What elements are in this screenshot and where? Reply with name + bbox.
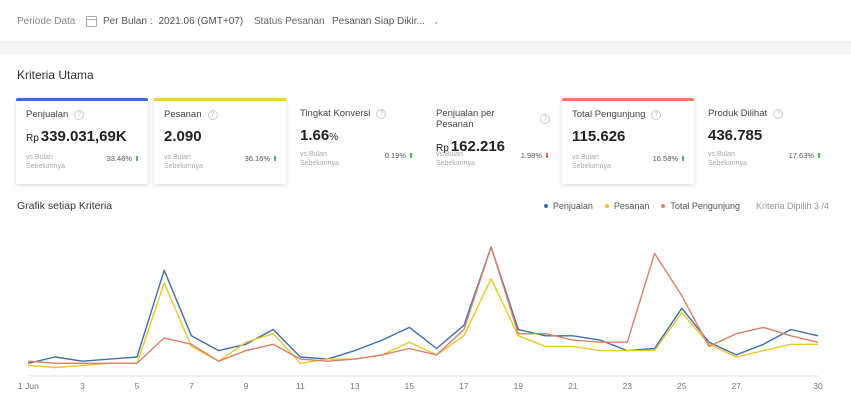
series-line-penjualan[interactable]	[27, 246, 819, 364]
x-tick-label: 13	[350, 381, 360, 391]
arrow-up-icon: ⬆	[408, 153, 414, 160]
legend-label: Pesanan	[613, 201, 650, 211]
legend-label: Total Pengunjung	[670, 201, 740, 211]
legend-item-penjualan[interactable]: Penjualan	[543, 201, 593, 211]
metric-value: 436.785	[708, 127, 763, 144]
calendar-icon	[86, 15, 97, 27]
metric-compare: vs Bulan Sebelumnya	[26, 154, 65, 170]
x-tick-label: 3	[80, 381, 85, 391]
metric-cards: Penjualan? Rp 339.031,69K vs Bulan Sebelu…	[16, 98, 830, 184]
metric-change: 16.58%	[652, 154, 679, 163]
x-tick-label: 23	[623, 381, 633, 391]
metric-value: 339.031,69K	[40, 128, 127, 145]
metric-name: Produk Dilihat	[708, 108, 768, 119]
metric-card-penjualan-per-pesanan[interactable]: Penjualan per Pesanan? Rp 162.216 vs Bula…	[426, 98, 558, 184]
period-label: Periode Data	[17, 16, 76, 27]
chevron-down-icon: ⌄	[432, 16, 440, 26]
arrow-down-icon: ⬇	[544, 153, 550, 160]
order-status-value: Pesanan Siap Dikir...	[332, 15, 425, 27]
help-icon[interactable]: ?	[773, 108, 784, 119]
arrow-up-icon: ⬆	[680, 156, 686, 163]
help-icon[interactable]: ?	[207, 109, 218, 120]
help-icon[interactable]: ?	[540, 114, 550, 124]
metric-compare: vs Bulan Sebelumnya	[164, 154, 203, 170]
metric-value: 162.216	[450, 138, 506, 155]
metric-value: 2.090	[164, 128, 202, 145]
filter-bar: Periode Data Per Bulan : 2021.06 (GMT+07…	[0, 0, 851, 43]
metric-name: Pesanan	[164, 109, 202, 120]
metric-currency: Rp	[436, 143, 449, 154]
metric-change: 33.46%	[106, 154, 133, 163]
metric-change: 1.98%	[520, 151, 543, 160]
metric-card-total-pengunjung[interactable]: Total Pengunjung? 115.626 vs Bulan Sebel…	[562, 98, 694, 184]
selected-criteria-note: Kriteria Dipilih 3 /4	[755, 201, 829, 211]
legend-label: Penjualan	[552, 201, 593, 211]
arrow-up-icon: ⬆	[272, 156, 278, 163]
x-tick-label: 7	[189, 381, 194, 391]
x-tick-label: 25	[677, 381, 687, 391]
line-chart: 1 Jun 3 5 7 9 11 13 15 17 19 21 23 25 27 30	[18, 246, 823, 391]
period-value: 2021.06 (GMT+07)	[158, 15, 244, 27]
x-tick-label: 5	[135, 381, 140, 391]
chart-title: Grafik setiap Kriteria	[17, 200, 113, 212]
legend-item-pesanan[interactable]: Pesanan	[604, 201, 650, 211]
metric-unit: %	[329, 132, 339, 143]
order-status-label: Status Pesanan	[254, 16, 325, 27]
help-icon[interactable]: ?	[376, 108, 387, 119]
x-tick-label: 30	[813, 381, 823, 391]
series-line-total-pengunjung[interactable]	[27, 246, 819, 365]
metric-compare: vs Bulan Sebelumnya	[436, 151, 475, 167]
order-status-select[interactable]: Pesanan Siap Dikir... ⌄	[332, 12, 440, 30]
legend-item-total-pengunjung[interactable]: Total Pengunjung	[661, 201, 740, 211]
x-tick-label: 11	[296, 381, 305, 391]
help-icon[interactable]: ?	[651, 109, 662, 120]
metric-change: 36.16%	[244, 154, 271, 163]
x-tick-label: 15	[405, 381, 415, 391]
metric-currency: Rp	[26, 133, 39, 144]
x-tick-label: 17	[459, 381, 469, 391]
period-value-label: Per Bulan :	[103, 15, 153, 27]
metric-card-tingkat-konversi[interactable]: Tingkat Konversi? 1.66% vs Bulan Sebelum…	[290, 98, 422, 184]
help-icon[interactable]: ?	[74, 109, 85, 120]
arrow-up-icon: ⬆	[816, 153, 822, 160]
chart-legend: Penjualan Pesanan Total Pengunjung Krite…	[532, 201, 829, 211]
legend-dot	[661, 204, 666, 208]
x-tick-label: 27	[732, 381, 742, 391]
metric-change: 0.19%	[384, 151, 407, 160]
metric-card-penjualan[interactable]: Penjualan? Rp 339.031,69K vs Bulan Sebelu…	[16, 98, 148, 184]
section-title: Kriteria Utama	[17, 68, 94, 82]
series-line-pesanan[interactable]	[27, 278, 818, 369]
metric-card-pesanan[interactable]: Pesanan? 2.090 vs Bulan Sebelumnya 36.16…	[154, 98, 286, 184]
metric-name: Tingkat Konversi	[300, 108, 371, 119]
metric-compare: vs Bulan Sebelumnya	[708, 151, 747, 167]
metric-value: 115.626	[572, 128, 626, 145]
metric-name: Total Pengunjung	[572, 109, 646, 120]
metric-name: Penjualan per Pesanan	[436, 108, 495, 130]
x-tick-label: 21	[568, 381, 578, 391]
x-tick-label: 9	[244, 381, 249, 391]
metric-change: 17.63%	[788, 151, 815, 160]
metric-compare: vs Bulan Sebelumnya	[300, 151, 339, 167]
metric-compare: vs Bulan Sebelumnya	[572, 154, 611, 170]
arrow-up-icon: ⬆	[134, 156, 140, 163]
legend-dot	[543, 204, 548, 208]
metric-card-produk-dilihat[interactable]: Produk Dilihat? 436.785 vs Bulan Sebelum…	[698, 98, 830, 184]
metric-value: 1.66	[300, 127, 330, 144]
x-tick-label: 19	[514, 381, 524, 391]
period-picker[interactable]: Per Bulan : 2021.06 (GMT+07)	[86, 12, 243, 30]
metric-name: Penjualan	[26, 109, 69, 120]
x-tick-label: 1 Jun	[18, 381, 39, 391]
legend-dot	[604, 204, 609, 208]
main-panel: Kriteria Utama Penjualan? Rp 339.031,69K …	[0, 54, 851, 411]
